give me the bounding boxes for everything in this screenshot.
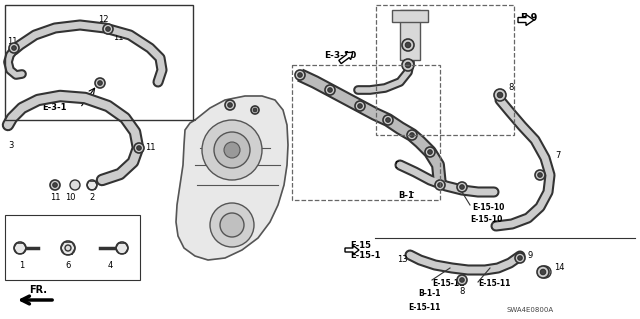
FancyArrow shape (339, 52, 353, 63)
FancyArrow shape (345, 246, 359, 255)
Circle shape (225, 100, 235, 110)
Text: 11: 11 (113, 33, 124, 41)
Circle shape (220, 213, 244, 237)
Text: 10: 10 (65, 192, 76, 202)
Text: E-15-11: E-15-11 (432, 278, 465, 287)
Circle shape (460, 278, 464, 282)
Text: E-15-10: E-15-10 (470, 216, 502, 225)
Circle shape (407, 130, 417, 140)
Circle shape (214, 132, 250, 168)
Bar (400, 10, 420, 60)
Text: B-1: B-1 (398, 190, 414, 199)
Circle shape (494, 89, 506, 101)
Text: 11: 11 (50, 192, 60, 202)
Text: E-15-11: E-15-11 (408, 302, 440, 311)
Circle shape (251, 106, 259, 114)
Text: 9: 9 (528, 250, 533, 259)
Bar (392, 10, 428, 22)
Text: FR.: FR. (29, 285, 47, 295)
Circle shape (386, 118, 390, 122)
Circle shape (61, 241, 75, 255)
Text: E-3-10: E-3-10 (324, 50, 356, 60)
Circle shape (98, 81, 102, 85)
Circle shape (50, 180, 60, 190)
Text: 8: 8 (508, 84, 513, 93)
Text: 4: 4 (108, 261, 113, 270)
Circle shape (9, 43, 19, 53)
Bar (376, 5, 514, 135)
Text: E-15-1: E-15-1 (350, 251, 381, 261)
Bar (292, 65, 440, 200)
Circle shape (497, 92, 502, 98)
Text: 11: 11 (7, 38, 17, 47)
Circle shape (537, 266, 549, 278)
Circle shape (52, 183, 57, 187)
Circle shape (402, 39, 414, 51)
Text: 5: 5 (395, 160, 400, 169)
Circle shape (134, 143, 144, 153)
Text: 7: 7 (555, 151, 561, 160)
Text: E-15-11: E-15-11 (478, 279, 510, 288)
Text: 1: 1 (19, 261, 24, 270)
Circle shape (14, 242, 26, 254)
Text: 11: 11 (145, 144, 156, 152)
Circle shape (515, 253, 525, 263)
Bar (5, 5, 193, 120)
Circle shape (539, 266, 551, 278)
Circle shape (87, 180, 97, 190)
Text: 9: 9 (548, 177, 553, 187)
Text: 3: 3 (8, 140, 13, 150)
Circle shape (518, 256, 522, 260)
Text: B-1-1: B-1-1 (418, 290, 440, 299)
Circle shape (12, 46, 16, 50)
Circle shape (538, 173, 542, 177)
Circle shape (103, 24, 113, 34)
Circle shape (405, 62, 411, 68)
Circle shape (65, 245, 71, 251)
Text: E-15-10: E-15-10 (472, 204, 504, 212)
Text: 8: 8 (460, 286, 465, 295)
Text: E-9: E-9 (520, 13, 538, 23)
Text: E-15: E-15 (350, 241, 371, 249)
Circle shape (228, 103, 232, 107)
Circle shape (224, 142, 240, 158)
Circle shape (137, 146, 141, 150)
Circle shape (355, 101, 365, 111)
FancyArrow shape (518, 14, 534, 26)
Circle shape (540, 269, 546, 275)
Circle shape (70, 180, 80, 190)
Text: 13: 13 (397, 256, 408, 264)
Circle shape (116, 242, 128, 254)
Circle shape (435, 180, 445, 190)
Circle shape (460, 185, 464, 189)
Circle shape (358, 104, 362, 108)
Text: 12: 12 (98, 16, 108, 25)
Circle shape (295, 70, 305, 80)
Circle shape (95, 78, 105, 88)
Circle shape (425, 147, 435, 157)
Circle shape (535, 170, 545, 180)
Text: 6: 6 (65, 261, 70, 270)
Circle shape (106, 27, 110, 31)
Circle shape (325, 85, 335, 95)
Text: 14: 14 (554, 263, 564, 272)
Circle shape (298, 73, 302, 77)
Circle shape (253, 108, 257, 112)
Circle shape (210, 203, 254, 247)
Circle shape (402, 59, 414, 71)
Circle shape (457, 182, 467, 192)
Text: SWA4E0800A: SWA4E0800A (506, 307, 554, 313)
Circle shape (383, 115, 393, 125)
Polygon shape (176, 96, 288, 260)
Bar (5, 215, 140, 280)
Circle shape (438, 183, 442, 187)
Text: E-3-1: E-3-1 (42, 103, 67, 113)
Text: 2: 2 (90, 192, 95, 202)
Circle shape (405, 42, 411, 48)
Circle shape (328, 88, 332, 92)
Circle shape (410, 133, 414, 137)
Circle shape (202, 120, 262, 180)
Circle shape (428, 150, 432, 154)
Circle shape (457, 275, 467, 285)
